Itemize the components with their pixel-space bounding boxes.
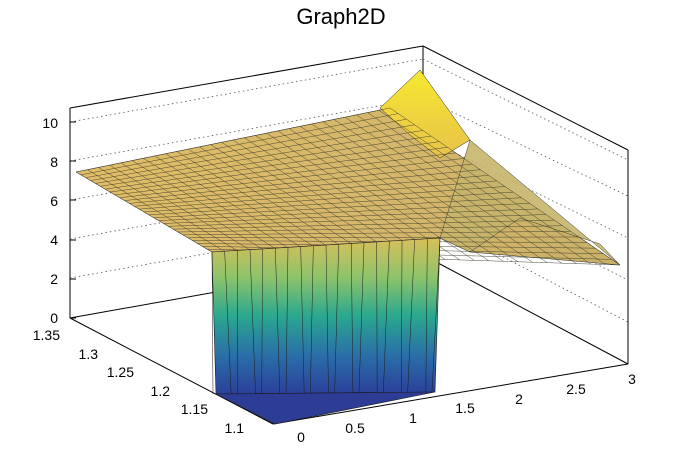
- wall-mesh-line: [211, 251, 214, 395]
- mesh-line: [367, 112, 591, 265]
- mesh-line: [255, 135, 446, 260]
- x-tick-label: 3: [628, 371, 636, 387]
- mesh-line: [177, 225, 563, 233]
- x-tick-label: 1.5: [455, 400, 475, 416]
- wall-mesh-line: [310, 245, 314, 394]
- z-tick-label: 8: [50, 154, 58, 170]
- mesh-line: [173, 219, 555, 230]
- mesh-line: [277, 130, 475, 261]
- x-tick-labels: 0 0.5 1 1.5 2 2.5 3: [297, 371, 636, 445]
- mesh-line: [378, 110, 606, 265]
- mesh-line: [148, 191, 514, 216]
- y-tick-label: 1.25: [107, 364, 134, 380]
- x-tick-label: 0.5: [345, 420, 365, 436]
- x-tick-label: 1: [409, 410, 417, 426]
- wall-mesh-line: [249, 249, 256, 394]
- x-tick-label: 2.5: [566, 381, 586, 397]
- mesh-line: [333, 119, 548, 263]
- z-axis: [70, 121, 76, 319]
- y-tick-label: 1.35: [33, 327, 60, 343]
- wall-mesh-line: [325, 244, 329, 394]
- wall-mesh-line: [275, 248, 281, 394]
- mesh-line: [163, 208, 538, 224]
- x-tick-label: 0: [297, 429, 305, 445]
- wall-mesh-line: [351, 243, 354, 393]
- mesh-line: [389, 107, 621, 266]
- mesh-line: [182, 231, 571, 236]
- mesh-line: [300, 126, 504, 262]
- z-tick-label: 10: [42, 115, 58, 131]
- mesh-line: [322, 121, 533, 263]
- mesh-line: [244, 137, 431, 260]
- wall-mesh-line: [285, 247, 289, 394]
- mesh-line: [168, 214, 547, 227]
- mesh-line: [158, 203, 530, 221]
- mesh-line: [187, 236, 579, 238]
- wall-mesh-line: [401, 240, 403, 393]
- chart-title: Graph2D: [296, 4, 385, 29]
- z-tick-label: 0: [50, 310, 58, 326]
- z-tick-label: 2: [50, 271, 58, 287]
- wall-mesh-line: [431, 237, 441, 393]
- mesh-line: [356, 114, 577, 264]
- mesh-line: [153, 197, 522, 218]
- wall-mesh-line: [224, 251, 232, 394]
- wall-mesh-line: [425, 238, 428, 393]
- y-tick-label: 1.3: [79, 346, 99, 362]
- z-tick-labels: 0 2 4 6 8 10: [42, 115, 58, 326]
- mesh-line: [143, 186, 506, 213]
- wall-mesh-line: [334, 244, 339, 393]
- wall-mesh-line: [407, 239, 415, 393]
- wall-mesh-line: [376, 241, 378, 393]
- wall-mesh: [211, 237, 441, 395]
- y-tick-labels: 1.35 1.3 1.25 1.2 1.15 1.1: [33, 327, 244, 436]
- x-tick-label: 2: [515, 391, 523, 407]
- mesh-line: [288, 128, 489, 262]
- z-tick-label: 4: [50, 232, 58, 248]
- mesh-line: [311, 123, 519, 262]
- wall-mesh-line: [300, 246, 305, 394]
- z-tick-label: 6: [50, 193, 58, 209]
- wall-mesh-line: [261, 248, 263, 394]
- surface-wall: [211, 237, 441, 425]
- wall-mesh-line: [383, 241, 390, 393]
- y-tick-label: 1.15: [181, 401, 208, 417]
- mesh-line: [345, 116, 562, 264]
- y-tick-label: 1.1: [225, 420, 245, 436]
- y-tick-label: 1.2: [151, 383, 171, 399]
- wall-mesh-line: [358, 242, 365, 393]
